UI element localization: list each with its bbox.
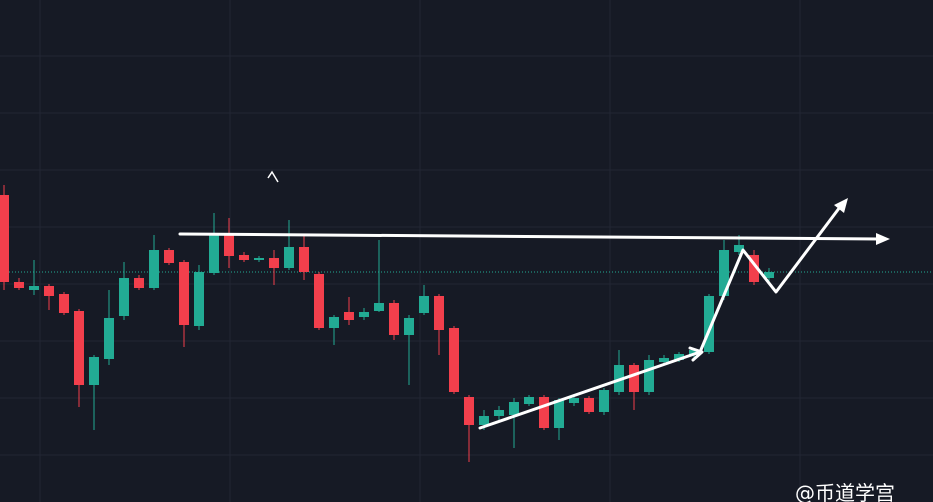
candle-body [569, 398, 579, 403]
candle-body [239, 255, 249, 260]
candle-body [299, 247, 309, 272]
cursor-mark [267, 170, 279, 183]
arrow-head [834, 198, 848, 213]
trend-path [478, 201, 845, 430]
candle-body [44, 286, 54, 296]
candle-body [269, 258, 279, 268]
candles [0, 185, 933, 462]
arrow-head [688, 346, 704, 362]
candle-body [314, 274, 324, 328]
candle-body [0, 195, 9, 282]
candle-body [584, 398, 594, 412]
candle-body [734, 245, 744, 252]
candle-body [389, 303, 399, 335]
candle-body [674, 354, 684, 360]
candle-body [449, 328, 459, 392]
candle-body [179, 262, 189, 325]
watermark: @币道学宫 [795, 481, 895, 502]
candle-body [14, 282, 24, 288]
candle-body [59, 294, 69, 313]
candle-body [464, 397, 474, 425]
resistance-line [178, 232, 882, 241]
candle-body [524, 397, 534, 404]
candle-body [629, 365, 639, 392]
candle-body [644, 360, 654, 392]
candle-body [764, 272, 774, 278]
candle-body [119, 278, 129, 316]
candle-body [254, 258, 264, 260]
arrow-head [876, 233, 890, 245]
candle-body [134, 278, 144, 288]
candle-body [209, 235, 219, 273]
candle-body [494, 410, 504, 416]
candle-body [404, 318, 414, 335]
candle-body [749, 255, 759, 282]
annotations [178, 170, 890, 430]
candle-body [164, 250, 174, 263]
candle-body [374, 303, 384, 311]
candle-body [719, 250, 729, 296]
candle-body [704, 296, 714, 352]
candle-body [89, 357, 99, 385]
candle-body [599, 390, 609, 412]
candle-body [29, 286, 39, 290]
candle-body [284, 247, 294, 268]
candle-body [539, 397, 549, 428]
candle-body [479, 416, 489, 425]
candle-body [329, 317, 339, 328]
candle-body [419, 296, 429, 313]
candle-body [554, 400, 564, 428]
candle-body [434, 296, 444, 330]
candle-body [194, 272, 204, 326]
candle-body [104, 318, 114, 359]
candle-body [74, 311, 84, 385]
candle-body [224, 234, 234, 256]
candle-body [359, 312, 369, 317]
candle-body [659, 358, 669, 362]
candle-body [509, 402, 519, 415]
candle-body [344, 312, 354, 320]
candle-body [149, 250, 159, 288]
